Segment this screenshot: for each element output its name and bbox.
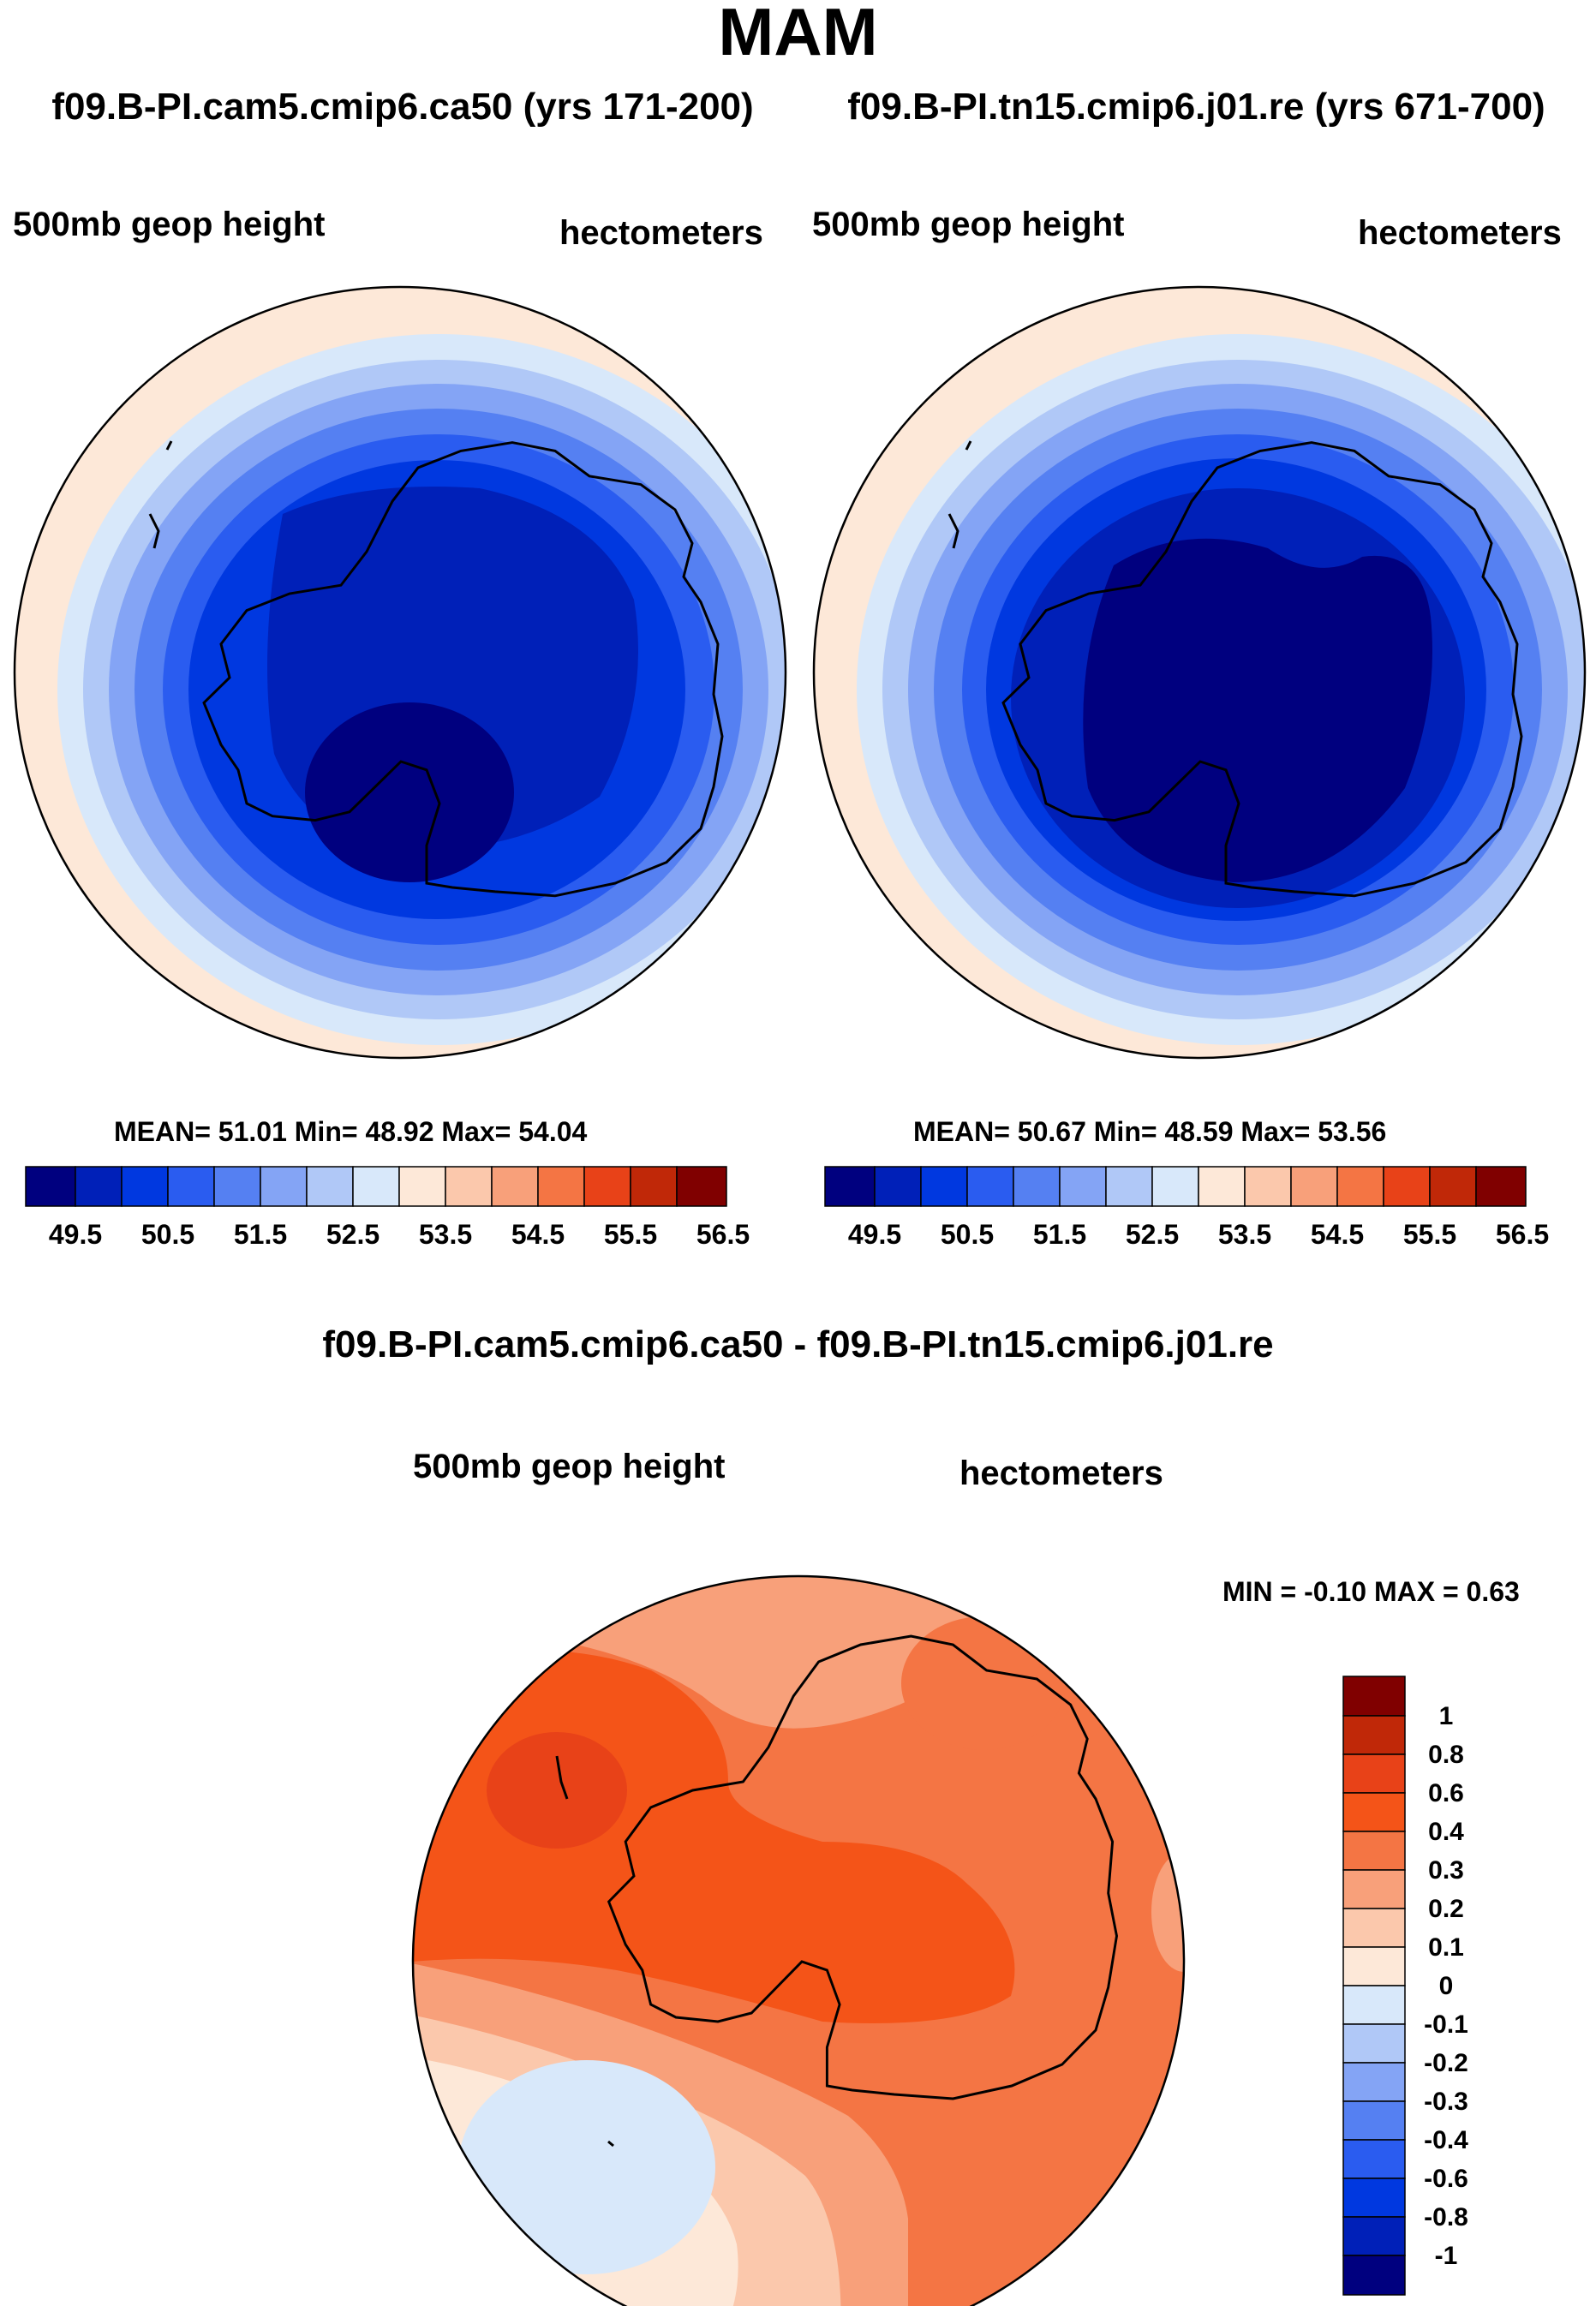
diff-units-label: hectometers [959, 1455, 1163, 1492]
diff-cb-label-3: 0.4 [1428, 1818, 1464, 1846]
diff-minmax: MIN = -0.10 MAX = 0.63 [1222, 1576, 1520, 1607]
left-cb-label-2: 51.5 [234, 1219, 287, 1250]
right-cb-label-0: 49.5 [848, 1219, 901, 1250]
right-map [814, 287, 1585, 1058]
right-cb-label-5: 54.5 [1311, 1219, 1364, 1250]
left-cb-label-5: 54.5 [511, 1219, 565, 1250]
left-cb-label-4: 53.5 [419, 1219, 472, 1250]
diff-cb-label-2: 0.6 [1428, 1779, 1464, 1807]
right-cb-label-7: 56.5 [1496, 1219, 1549, 1250]
left-panel-title: f09.B-PI.cam5.cmip6.ca50 (yrs 171-200) [51, 86, 754, 128]
left-cb-label-3: 52.5 [326, 1219, 380, 1250]
left-cb-label-1: 50.5 [141, 1219, 194, 1250]
right-cb-label-4: 53.5 [1218, 1219, 1271, 1250]
left-variable-label: 500mb geop height [13, 206, 326, 243]
diff-cb-label-7: 0 [1439, 1972, 1454, 2000]
right-stats: MEAN= 50.67 Min= 48.59 Max= 53.56 [913, 1116, 1387, 1147]
left-cb-label-0: 49.5 [49, 1219, 102, 1250]
diff-cb-label-10: -0.3 [1424, 2088, 1468, 2116]
diff-cb-label-6: 0.1 [1428, 1933, 1464, 1962]
left-units-label: hectometers [559, 214, 763, 252]
right-colorbar [824, 1166, 1527, 1207]
difference-map [413, 1576, 1184, 2306]
diff-cb-label-8: -0.1 [1424, 2010, 1468, 2039]
right-cb-label-3: 52.5 [1126, 1219, 1179, 1250]
season-title: MAM [718, 0, 878, 69]
left-cb-label-7: 56.5 [696, 1219, 750, 1250]
diff-cb-label-13: -0.8 [1424, 2203, 1468, 2231]
left-stats: MEAN= 51.01 Min= 48.92 Max= 54.04 [114, 1116, 588, 1147]
left-colorbar-labels: 49.5 50.5 51.5 52.5 53.5 54.5 55.5 56.5 [49, 1219, 750, 1250]
diff-cb-label-5: 0.2 [1428, 1895, 1464, 1923]
diff-colorbar-labels: 1 0.8 0.6 0.4 0.3 0.2 0.1 0 -0.1 -0.2 -0… [1424, 1702, 1468, 2270]
diff-colorbar [1342, 1676, 1406, 2296]
left-map [15, 287, 786, 1058]
diff-variable-label: 500mb geop height [413, 1448, 726, 1485]
right-panel-title: f09.B-PI.tn15.cmip6.j01.re (yrs 671-700) [847, 86, 1545, 128]
right-colorbar-labels: 49.5 50.5 51.5 52.5 53.5 54.5 55.5 56.5 [848, 1219, 1549, 1250]
left-cb-label-6: 55.5 [604, 1219, 657, 1250]
right-cb-label-1: 50.5 [941, 1219, 994, 1250]
diff-cb-label-12: -0.6 [1424, 2165, 1468, 2193]
diff-cb-label-4: 0.3 [1428, 1856, 1464, 1885]
diff-cb-label-9: -0.2 [1424, 2049, 1468, 2077]
left-colorbar [25, 1166, 727, 1207]
right-cb-label-2: 51.5 [1033, 1219, 1086, 1250]
diff-cb-label-14: -1 [1435, 2242, 1458, 2270]
diff-cb-label-1: 0.8 [1428, 1741, 1464, 1769]
diff-cb-label-0: 1 [1439, 1702, 1454, 1730]
right-variable-label: 500mb geop height [812, 206, 1125, 243]
right-cb-label-6: 55.5 [1403, 1219, 1456, 1250]
difference-title: f09.B-PI.cam5.cmip6.ca50 - f09.B-PI.tn15… [322, 1323, 1274, 1365]
right-units-label: hectometers [1358, 214, 1562, 252]
diff-cb-label-11: -0.4 [1424, 2126, 1468, 2154]
